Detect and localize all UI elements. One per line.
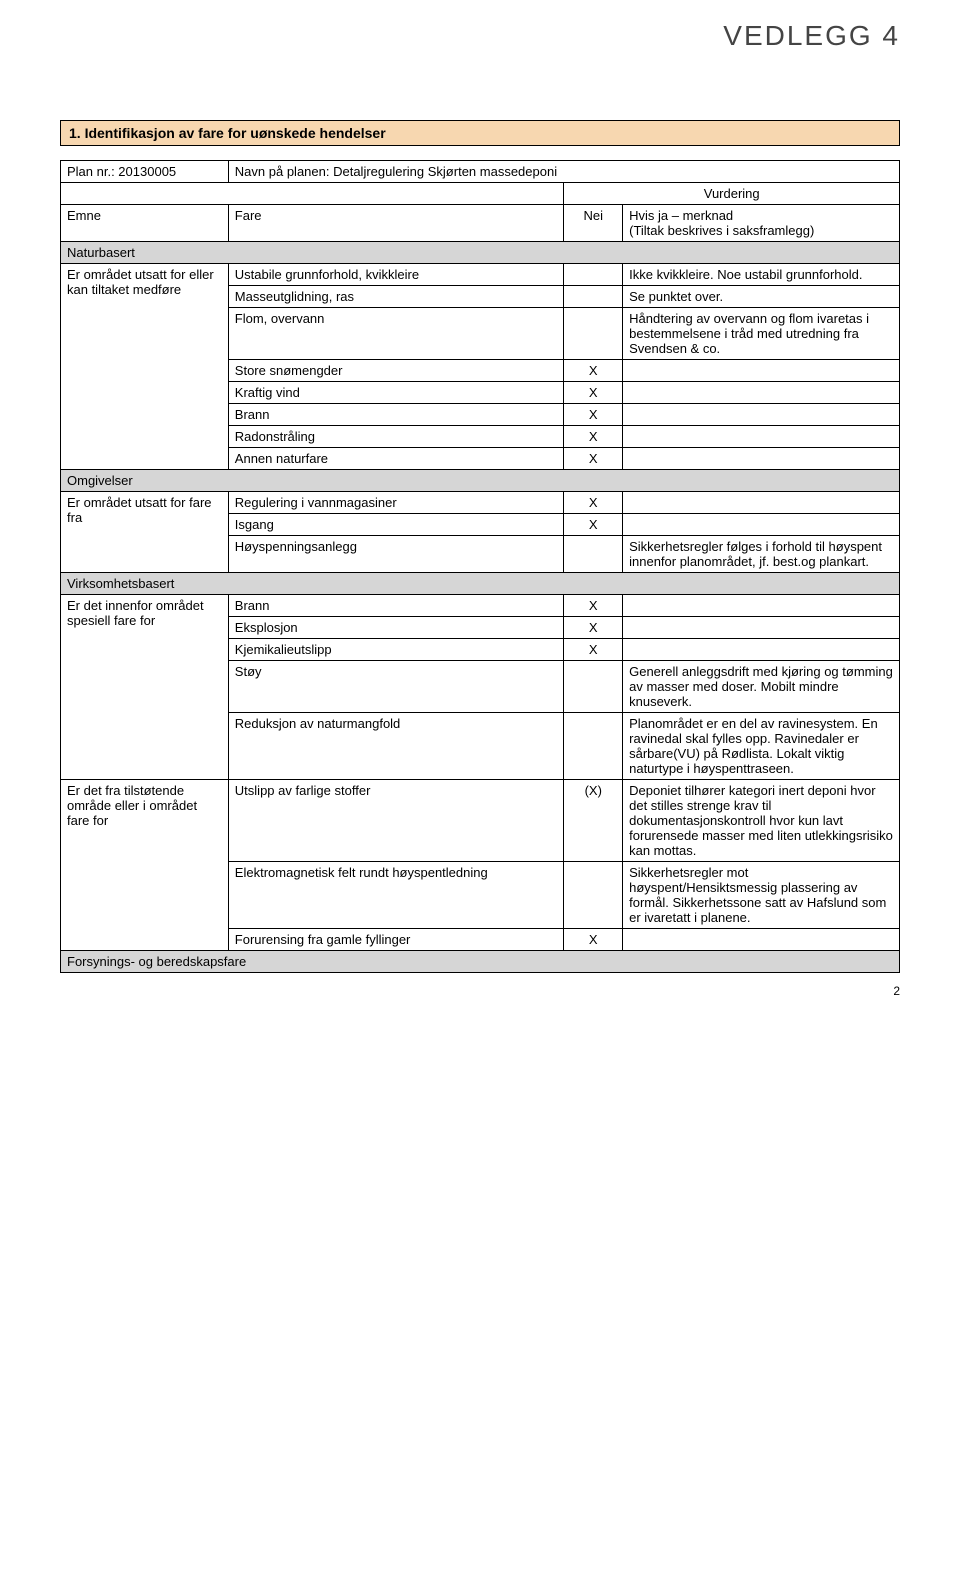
category-label: Er området utsatt for eller kan tiltaket… xyxy=(61,264,229,470)
fare-cell: Ustabile grunnforhold, kvikkleire xyxy=(228,264,564,286)
ja-cell xyxy=(623,595,900,617)
ja-cell: Deponiet tilhører kategori inert deponi … xyxy=(623,780,900,862)
section-title: 1. Identifikasjon av fare for uønskede h… xyxy=(60,120,900,146)
nei-cell xyxy=(564,862,623,929)
nei-cell: (X) xyxy=(564,780,623,862)
category-label: Er området utsatt for fare fra xyxy=(61,492,229,573)
nei-cell xyxy=(564,713,623,780)
fare-cell: Eksplosjon xyxy=(228,617,564,639)
ja-cell: Sikkerhetsregler mot høyspent/Hensiktsme… xyxy=(623,862,900,929)
nei-cell xyxy=(564,661,623,713)
group-header: Virksomhetsbasert xyxy=(61,573,900,595)
fare-cell: Høyspenningsanlegg xyxy=(228,536,564,573)
ja-cell xyxy=(623,617,900,639)
fare-cell: Forurensing fra gamle fyllinger xyxy=(228,929,564,951)
nei-cell xyxy=(564,308,623,360)
fare-cell: Kraftig vind xyxy=(228,382,564,404)
ja-cell xyxy=(623,426,900,448)
nei-cell: X xyxy=(564,404,623,426)
ja-cell xyxy=(623,639,900,661)
fare-cell: Kjemikalieutslipp xyxy=(228,639,564,661)
nei-cell: X xyxy=(564,595,623,617)
plan-nr: Plan nr.: 20130005 xyxy=(61,161,229,183)
group-header: Naturbasert xyxy=(61,242,900,264)
ja-cell xyxy=(623,492,900,514)
ja-cell: Håndtering av overvann og flom ivaretas … xyxy=(623,308,900,360)
ja-cell: Sikkerhetsregler følges i forhold til hø… xyxy=(623,536,900,573)
nei-cell: X xyxy=(564,929,623,951)
attachment-header: VEDLEGG 4 xyxy=(723,20,900,52)
fare-cell: Utslipp av farlige stoffer xyxy=(228,780,564,862)
nei-cell: X xyxy=(564,639,623,661)
fare-cell: Masseutglidning, ras xyxy=(228,286,564,308)
ja-cell: Se punktet over. xyxy=(623,286,900,308)
category-label: Er det innenfor området spesiell fare fo… xyxy=(61,595,229,780)
col-nei: Nei xyxy=(564,205,623,242)
identification-table: Plan nr.: 20130005Navn på planen: Detalj… xyxy=(60,160,900,973)
plan-name: Navn på planen: Detaljregulering Skjørte… xyxy=(228,161,899,183)
nei-cell xyxy=(564,536,623,573)
nei-cell xyxy=(564,264,623,286)
ja-cell xyxy=(623,448,900,470)
ja-cell xyxy=(623,514,900,536)
ja-cell xyxy=(623,360,900,382)
category-label: Er det fra tilstøtende område eller i om… xyxy=(61,780,229,951)
nei-cell: X xyxy=(564,426,623,448)
group-header: Omgivelser xyxy=(61,470,900,492)
fare-cell: Flom, overvann xyxy=(228,308,564,360)
fare-cell: Isgang xyxy=(228,514,564,536)
col-ja: Hvis ja – merknad (Tiltak beskrives i sa… xyxy=(623,205,900,242)
nei-cell: X xyxy=(564,360,623,382)
nei-cell: X xyxy=(564,448,623,470)
vurdering-header: Vurdering xyxy=(564,183,900,205)
ja-cell xyxy=(623,929,900,951)
group-header: Forsynings- og beredskapsfare xyxy=(61,951,900,973)
ja-cell: Generell anleggsdrift med kjøring og tøm… xyxy=(623,661,900,713)
col-emne: Emne xyxy=(61,205,229,242)
fare-cell: Brann xyxy=(228,595,564,617)
col-fare: Fare xyxy=(228,205,564,242)
ja-cell: Ikke kvikkleire. Noe ustabil grunnforhol… xyxy=(623,264,900,286)
ja-cell xyxy=(623,404,900,426)
fare-cell: Regulering i vannmagasiner xyxy=(228,492,564,514)
fare-cell: Radonstråling xyxy=(228,426,564,448)
fare-cell: Annen naturfare xyxy=(228,448,564,470)
ja-cell xyxy=(623,382,900,404)
nei-cell: X xyxy=(564,492,623,514)
fare-cell: Elektromagnetisk felt rundt høyspentledn… xyxy=(228,862,564,929)
nei-cell: X xyxy=(564,617,623,639)
nei-cell: X xyxy=(564,382,623,404)
nei-cell: X xyxy=(564,514,623,536)
fare-cell: Brann xyxy=(228,404,564,426)
fare-cell: Store snømengder xyxy=(228,360,564,382)
nei-cell xyxy=(564,286,623,308)
fare-cell: Støy xyxy=(228,661,564,713)
page-number: 2 xyxy=(893,984,900,998)
ja-cell: Planområdet er en del av ravinesystem. E… xyxy=(623,713,900,780)
fare-cell: Reduksjon av naturmangfold xyxy=(228,713,564,780)
